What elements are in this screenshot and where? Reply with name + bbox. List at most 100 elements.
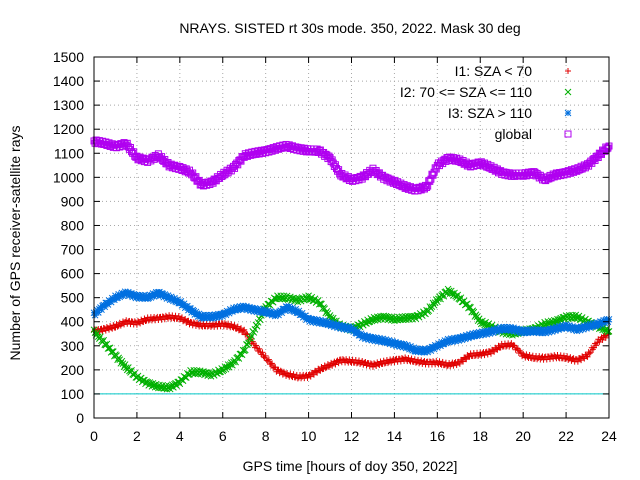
x-axis-label: GPS time [hours of doy 350, 2022] xyxy=(243,458,458,474)
data-point xyxy=(484,351,491,358)
x-tick-label: 12 xyxy=(344,428,360,444)
data-point xyxy=(323,308,331,315)
legend-label: global xyxy=(495,126,532,142)
data-point xyxy=(322,365,329,372)
legend-label: I1: SZA < 70 xyxy=(455,63,533,79)
data-point xyxy=(599,336,606,343)
data-point xyxy=(96,329,103,336)
data-point xyxy=(481,352,488,359)
x-tick-label: 6 xyxy=(219,428,227,444)
data-point xyxy=(396,316,404,324)
legend-marker xyxy=(564,88,572,96)
data-point xyxy=(602,334,609,341)
data-point xyxy=(150,381,158,389)
data-point xyxy=(308,293,316,301)
data-point xyxy=(104,301,112,308)
y-tick-label: 700 xyxy=(61,242,85,258)
data-point xyxy=(584,353,591,360)
y-tick-label: 1400 xyxy=(53,73,84,89)
data-point xyxy=(243,330,250,337)
data-point xyxy=(332,361,339,368)
data-point xyxy=(243,341,250,348)
x-axis: 0 2 4 6 8 10 12 14 16 18 20 22 24 xyxy=(90,57,617,444)
data-point xyxy=(231,322,238,329)
x-tick-label: 18 xyxy=(472,428,488,444)
data-point xyxy=(583,353,590,360)
x-tick-label: 4 xyxy=(176,428,184,444)
data-point xyxy=(604,144,612,152)
data-point xyxy=(526,351,533,358)
y-tick-label: 300 xyxy=(61,338,85,354)
data-point xyxy=(593,342,600,349)
series-4 xyxy=(90,136,613,195)
legend-label: I3: SZA > 110 xyxy=(448,105,532,121)
y-tick-label: 1500 xyxy=(53,49,84,65)
data-point xyxy=(241,326,248,333)
data-point xyxy=(114,323,121,330)
y-tick-label: 100 xyxy=(61,386,85,402)
data-point xyxy=(264,357,271,364)
x-tick-label: 8 xyxy=(262,428,270,444)
data-point xyxy=(316,367,323,374)
data-point xyxy=(256,345,263,352)
data-point xyxy=(335,360,342,367)
data-point xyxy=(586,350,593,357)
data-point xyxy=(287,370,294,377)
data-point xyxy=(253,342,260,349)
x-tick-label: 2 xyxy=(133,428,141,444)
data-point xyxy=(460,358,467,365)
y-tick-label: 400 xyxy=(61,314,85,330)
data-point xyxy=(472,311,480,319)
data-point xyxy=(450,362,457,369)
data-point xyxy=(253,322,261,330)
legend-label: I2: 70 <= SZA <= 110 xyxy=(400,84,532,100)
x-tick-label: 22 xyxy=(558,428,574,444)
y-tick-label: 0 xyxy=(76,410,84,426)
data-point xyxy=(277,367,284,374)
x-tick-label: 10 xyxy=(301,428,317,444)
y-tick-label: 1300 xyxy=(53,97,84,113)
x-tick-label: 0 xyxy=(90,428,98,444)
chart-title: NRAYS. SISTED rt 30s mode. 350, 2022. Ma… xyxy=(179,20,520,36)
data-point xyxy=(94,333,102,341)
data-point xyxy=(245,339,252,347)
legend-marker xyxy=(564,130,572,138)
data-point xyxy=(427,175,435,183)
data-point xyxy=(173,382,180,389)
y-tick-label: 600 xyxy=(61,266,85,282)
data-point xyxy=(424,182,432,190)
legend-marker xyxy=(565,68,571,74)
data-point xyxy=(240,327,247,334)
plot-area xyxy=(90,136,613,393)
data-point xyxy=(408,355,415,362)
data-point xyxy=(513,345,520,352)
data-point xyxy=(278,309,286,317)
series-3 xyxy=(90,288,613,356)
data-point xyxy=(307,373,314,380)
y-tick-label: 1000 xyxy=(53,169,84,185)
y-tick-label: 200 xyxy=(61,362,85,378)
x-tick-label: 14 xyxy=(387,428,403,444)
data-point xyxy=(493,345,500,352)
data-point xyxy=(269,360,276,367)
x-tick-label: 24 xyxy=(601,428,617,444)
data-point xyxy=(487,350,494,357)
y-tick-label: 1200 xyxy=(53,121,84,137)
y-tick-label: 500 xyxy=(61,290,85,306)
data-point xyxy=(578,314,586,321)
y-tick-label: 1100 xyxy=(54,145,84,161)
data-point xyxy=(310,371,317,378)
data-point xyxy=(234,323,241,330)
y-tick-label: 800 xyxy=(61,217,85,233)
data-point xyxy=(462,355,469,362)
data-point xyxy=(265,356,272,363)
data-point xyxy=(574,358,581,365)
data-point xyxy=(241,346,249,354)
data-point xyxy=(456,360,463,367)
data-point xyxy=(259,349,266,356)
data-point xyxy=(290,371,297,378)
data-point xyxy=(439,358,446,365)
data-point xyxy=(412,315,420,323)
x-tick-label: 16 xyxy=(430,428,446,444)
